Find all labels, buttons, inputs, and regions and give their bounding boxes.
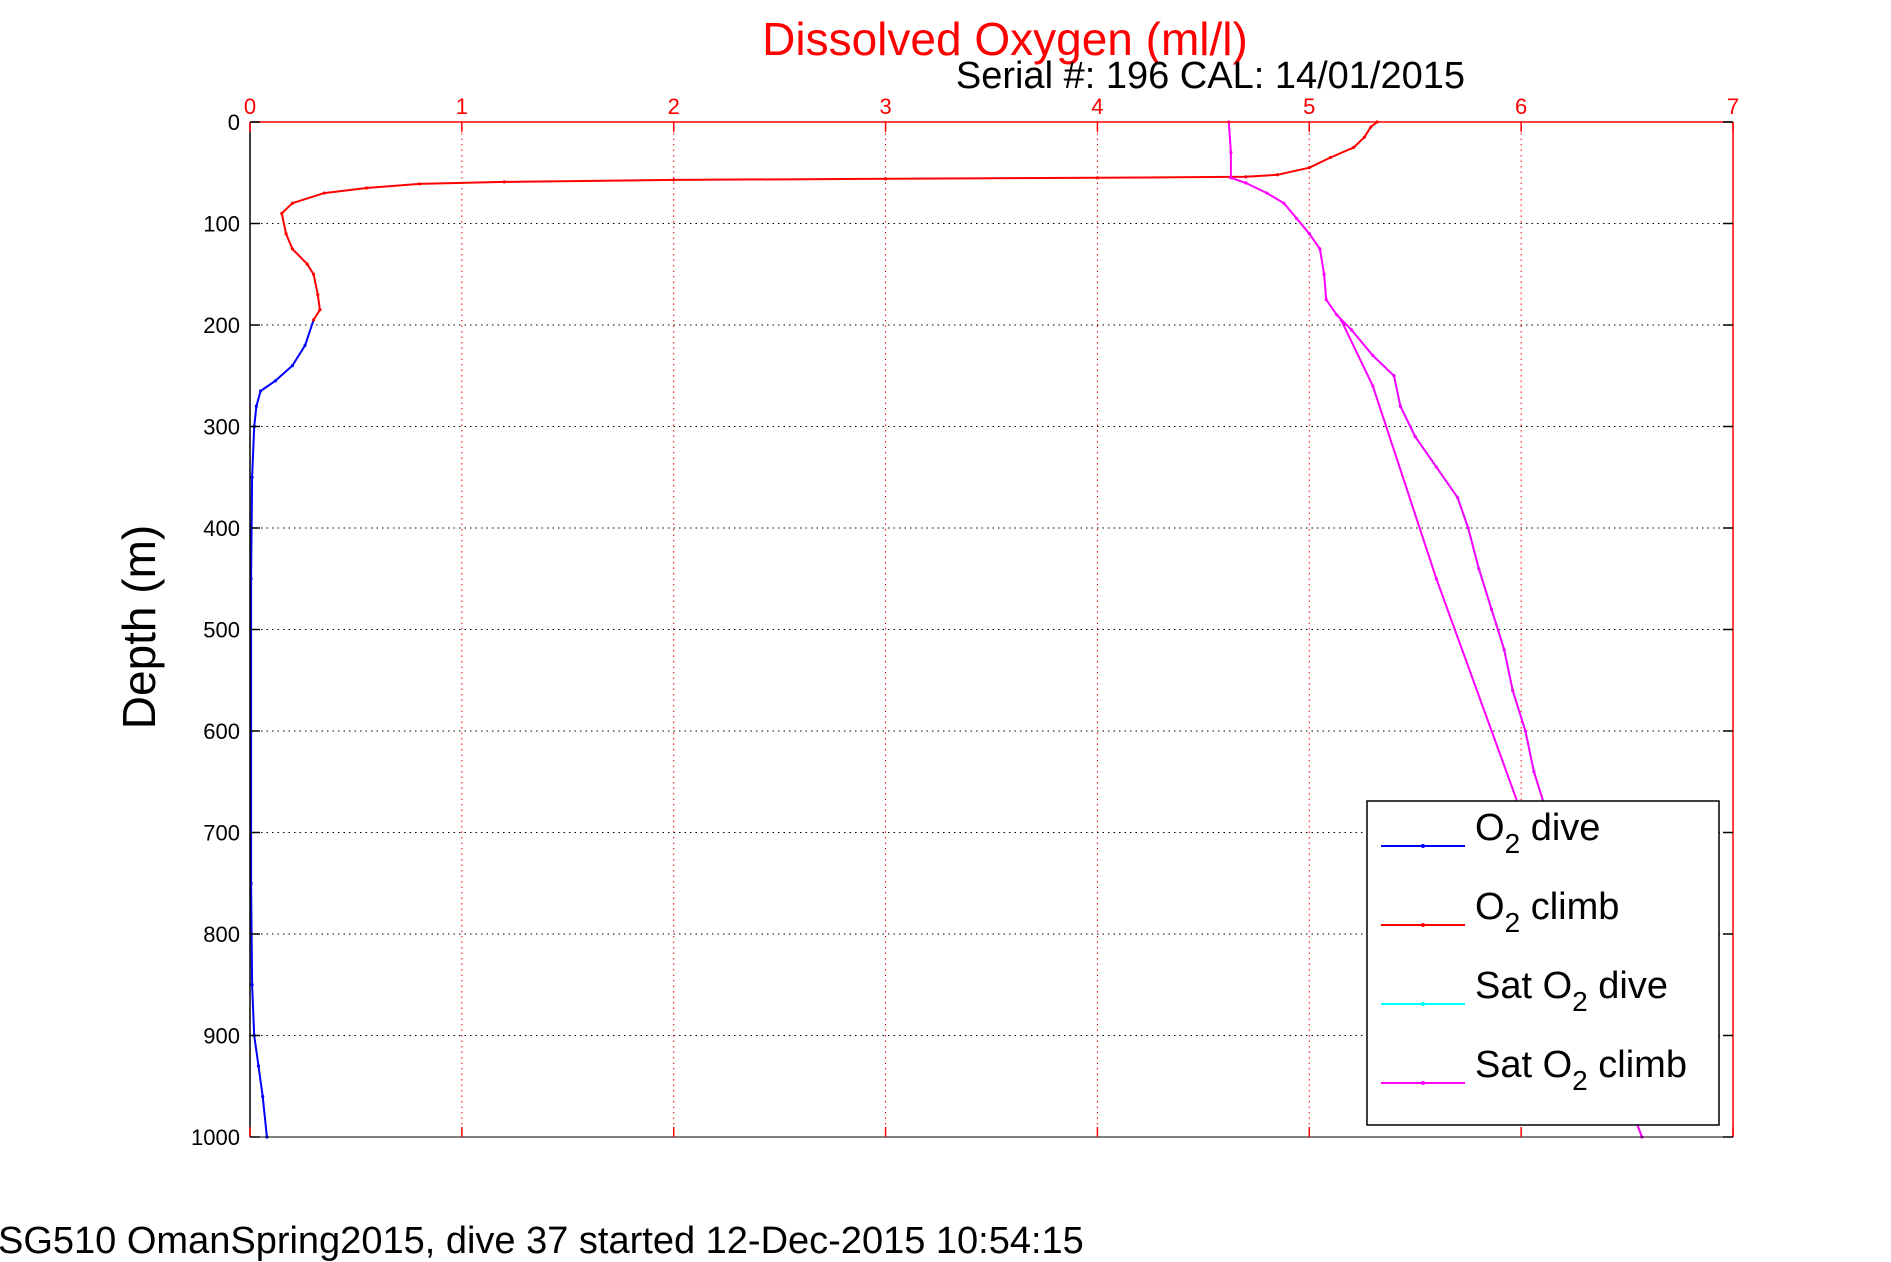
legend-label: O2 dive xyxy=(1475,807,1600,859)
x-tick-label: 1 xyxy=(456,94,468,119)
data-point xyxy=(311,318,316,322)
data-point xyxy=(1275,173,1280,177)
x-tick-label: 3 xyxy=(879,94,891,119)
data-point xyxy=(1532,770,1536,774)
y-tick-label: 300 xyxy=(203,415,240,440)
legend-marker xyxy=(1421,1002,1425,1006)
legend-label: Sat O2 dive xyxy=(1475,965,1668,1017)
y-tick-label: 600 xyxy=(203,719,240,744)
data-point xyxy=(1229,176,1233,180)
data-point xyxy=(1265,191,1269,195)
y-axis-label: Depth (m) xyxy=(113,525,165,729)
data-point xyxy=(322,191,326,195)
data-point xyxy=(1523,729,1527,733)
x-tick-label: 4 xyxy=(1091,94,1103,119)
data-point xyxy=(1392,374,1396,378)
legend-marker xyxy=(1421,1081,1425,1085)
data-point xyxy=(364,186,369,190)
data-point xyxy=(1095,176,1100,180)
legend-label: O2 climb xyxy=(1475,886,1619,938)
y-tick-label: 0 xyxy=(228,110,240,135)
data-point xyxy=(261,1094,265,1098)
data-point xyxy=(417,182,422,186)
x-tick-label: 6 xyxy=(1515,94,1527,119)
data-point xyxy=(250,983,254,987)
data-point xyxy=(1339,318,1343,322)
data-point xyxy=(1455,495,1460,500)
data-point xyxy=(672,178,676,182)
axes: 0 1 2 3 4 5 6 7 0 100 200 300 400 500 600 700 800 900 1000 xyxy=(191,94,1739,1150)
legend-label: Sat O2 climb xyxy=(1475,1044,1687,1096)
data-point xyxy=(1307,166,1311,170)
data-point xyxy=(1466,526,1470,530)
data-point xyxy=(1413,435,1417,439)
grid xyxy=(250,122,1733,1137)
data-point xyxy=(1489,607,1494,611)
data-point xyxy=(1434,465,1438,469)
series-line-1 xyxy=(250,319,315,1138)
data-point xyxy=(284,232,288,236)
data-point xyxy=(1324,298,1328,302)
chart-subtitle: Serial #: 196 CAL: 14/01/2015 xyxy=(956,55,1465,97)
data-point xyxy=(303,343,307,347)
data-point xyxy=(1352,145,1356,149)
data-point xyxy=(1371,384,1375,388)
data-point xyxy=(1502,648,1506,652)
y-tick-label: 1000 xyxy=(191,1125,240,1150)
data-point xyxy=(290,201,294,205)
data-point xyxy=(1511,688,1515,693)
data-point xyxy=(318,308,322,312)
data-point xyxy=(250,475,254,479)
data-point xyxy=(1244,175,1248,179)
data-point xyxy=(1307,232,1311,236)
series-line-2 xyxy=(280,121,1378,321)
data-point xyxy=(254,404,258,408)
data-point xyxy=(1362,135,1366,139)
y-tick-label: 500 xyxy=(203,618,240,643)
data-point xyxy=(1371,353,1375,358)
y-tick-label: 100 xyxy=(203,212,240,237)
y-tick-label: 900 xyxy=(203,1024,240,1049)
data-point xyxy=(1244,181,1248,185)
data-point xyxy=(1398,404,1402,408)
data-point xyxy=(1318,247,1322,251)
data-point xyxy=(311,272,316,276)
data-point xyxy=(290,364,294,368)
data-point xyxy=(1434,577,1438,581)
data-point xyxy=(1282,201,1286,205)
data-point xyxy=(1229,150,1233,155)
data-point xyxy=(305,262,309,266)
chart-caption: SG510 OmanSpring2015, dive 37 started 12… xyxy=(0,1220,1084,1262)
data-point xyxy=(258,389,263,393)
data-point xyxy=(1369,125,1373,129)
data-point xyxy=(883,177,888,181)
data-point xyxy=(1477,567,1481,571)
data-point xyxy=(1322,272,1326,276)
data-point xyxy=(290,247,294,251)
legend: O2 dive O2 climb Sat O2 dive Sat O2 climb xyxy=(1366,800,1720,1126)
data-point xyxy=(1335,313,1339,317)
chart-title: Dissolved Oxygen (ml/l) xyxy=(762,13,1248,65)
data-point xyxy=(273,379,278,383)
x-tick-label: 5 xyxy=(1303,94,1315,119)
data-point xyxy=(280,211,284,215)
data-point xyxy=(256,1064,261,1068)
y-tick-label: 400 xyxy=(203,516,240,541)
legend-marker xyxy=(1421,844,1425,848)
data-point xyxy=(1328,155,1333,160)
legend-marker xyxy=(1421,923,1425,927)
legend-box xyxy=(1366,800,1720,1126)
x-tick-label: 0 xyxy=(244,94,256,119)
y-tick-label: 200 xyxy=(203,313,240,338)
y-tick-label: 800 xyxy=(203,922,240,947)
x-tick-label: 2 xyxy=(668,94,680,119)
data-point xyxy=(1350,328,1354,332)
data-point xyxy=(316,292,320,297)
y-tick-label: 700 xyxy=(203,821,240,846)
data-point xyxy=(1294,216,1299,221)
series-line-3 xyxy=(1350,329,1548,813)
data-point xyxy=(502,180,506,184)
x-tick-label: 7 xyxy=(1727,94,1739,119)
